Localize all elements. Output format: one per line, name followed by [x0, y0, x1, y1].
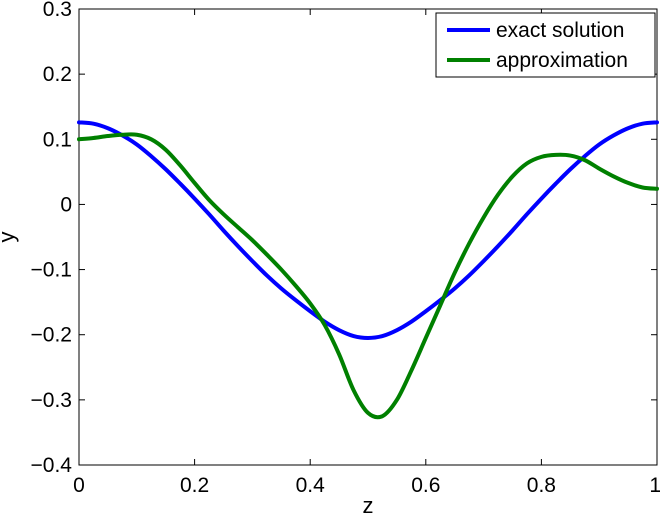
- legend-label-exact-solution: exact solution: [496, 19, 624, 42]
- legend-box: [435, 12, 656, 78]
- x-tick-label: 0.6: [411, 474, 440, 497]
- x-tick-label: 0: [73, 474, 85, 497]
- y-tick-label: 0.1: [43, 128, 72, 151]
- legend: exact solution approximation: [435, 12, 656, 78]
- y-axis-label: y: [0, 232, 19, 243]
- series-line-exact-solution: [77, 120, 659, 340]
- y-tick-label: −0.3: [31, 389, 72, 412]
- x-tick-label: 0.2: [180, 474, 209, 497]
- x-axis-label: z: [363, 493, 374, 517]
- y-axis: −0.4 −0.3 −0.2 −0.1 0 0.1 0.2 0.3: [31, 0, 657, 477]
- series-line-approximation: [77, 132, 659, 420]
- legend-label-approximation: approximation: [496, 49, 628, 72]
- y-tick-label: −0.4: [31, 454, 73, 477]
- y-tick-label: −0.1: [31, 259, 72, 282]
- y-tick-label: −0.2: [31, 324, 72, 347]
- y-tick-label: 0.2: [43, 63, 72, 86]
- y-tick-label: 0.3: [43, 0, 72, 21]
- x-tick-label: 0.4: [296, 474, 326, 497]
- x-axis: 0 0.2 0.4 0.6 0.8 1: [73, 9, 660, 497]
- y-tick-label: 0: [60, 193, 72, 216]
- x-tick-label: 1: [649, 474, 660, 497]
- plot-area: [78, 8, 658, 466]
- x-tick-label: 0.8: [527, 474, 556, 497]
- series-layer: [77, 120, 659, 420]
